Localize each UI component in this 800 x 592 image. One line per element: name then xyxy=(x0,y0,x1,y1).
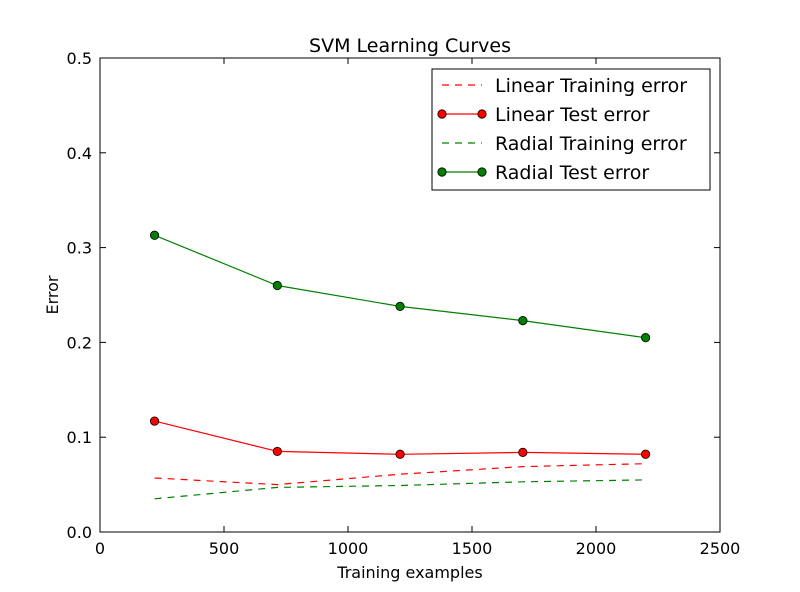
chart-title: SVM Learning Curves xyxy=(309,35,511,57)
legend-item: Linear Test error xyxy=(437,104,650,126)
data-point xyxy=(395,301,405,311)
y-tick-label: 0.1 xyxy=(67,428,92,447)
y-tick-label: 0.0 xyxy=(67,523,92,542)
data-point xyxy=(149,416,160,426)
y-tick-label: 0.5 xyxy=(67,49,92,68)
plot-frame xyxy=(99,57,721,533)
x-tick-label: 2000 xyxy=(576,539,617,558)
x-axis-title: Training examples xyxy=(336,563,482,582)
legend-item: Radial Test error xyxy=(437,162,649,184)
x-tick-label: 0 xyxy=(95,539,105,558)
x-tick-label: 2500 xyxy=(700,539,741,558)
legend-item: Radial Training error xyxy=(442,133,687,155)
y-tick-label: 0.2 xyxy=(67,333,92,352)
data-point xyxy=(640,449,651,459)
data-point xyxy=(149,230,160,240)
y-axis-title: Error xyxy=(43,275,62,314)
y-tick-label: 0.3 xyxy=(67,239,92,258)
legend-label: Radial Training error xyxy=(495,133,687,155)
x-tick-label: 500 xyxy=(209,539,240,558)
series-group xyxy=(149,230,651,343)
legend: Linear Training error Linear Test error Ra… xyxy=(431,68,711,191)
legend-item: Linear Training error xyxy=(442,75,687,97)
y-tick-label: 0.4 xyxy=(67,144,92,163)
legend-label: Linear Test error xyxy=(495,104,650,126)
series-line xyxy=(154,479,646,500)
data-point xyxy=(640,333,651,343)
plot-area xyxy=(149,230,651,500)
legend-marker xyxy=(437,109,447,119)
series-group xyxy=(154,479,646,500)
x-axis: 0 500 1000 1500 2000 2500 xyxy=(95,58,740,558)
legend-marker xyxy=(437,167,447,177)
data-point xyxy=(272,446,282,457)
series-line xyxy=(154,463,646,486)
legend-marker xyxy=(477,167,487,177)
data-point xyxy=(518,315,528,326)
data-point xyxy=(395,449,405,459)
series-group xyxy=(149,416,651,459)
data-point xyxy=(272,280,282,291)
series-group xyxy=(154,463,646,486)
data-point xyxy=(518,447,528,457)
legend-label: Radial Test error xyxy=(495,162,649,184)
legend-marker xyxy=(477,109,487,119)
legend-label: Linear Training error xyxy=(495,75,687,97)
x-tick-label: 1500 xyxy=(452,539,493,558)
y-axis: 0.0 0.1 0.2 0.3 0.4 0.5 xyxy=(67,49,720,542)
x-tick-label: 1000 xyxy=(328,539,369,558)
